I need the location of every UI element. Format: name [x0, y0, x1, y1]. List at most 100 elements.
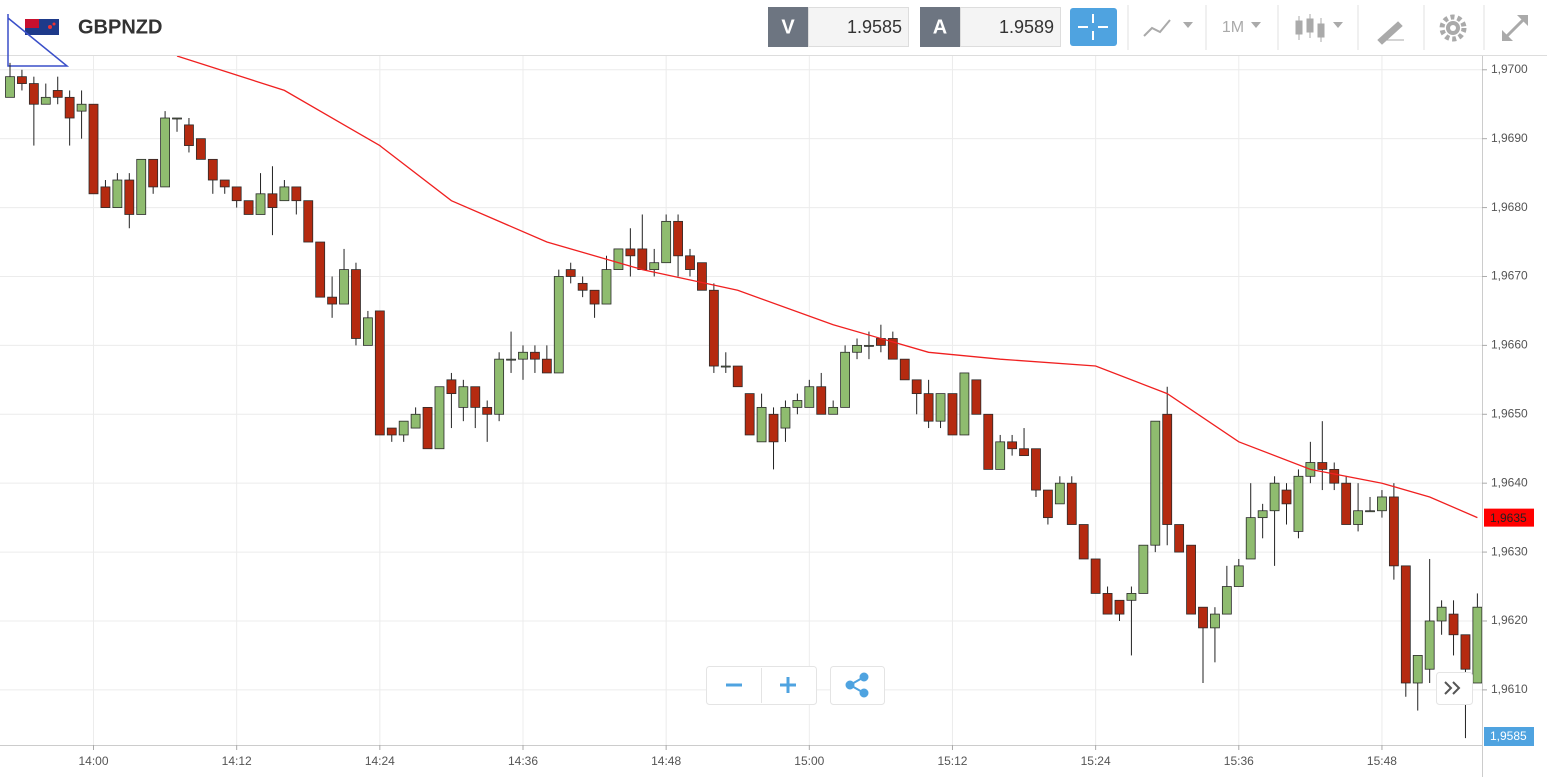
x-tick-label: 14:48	[651, 754, 681, 768]
candle-body	[732, 365, 743, 388]
candle-body	[231, 186, 242, 202]
candle-body	[864, 344, 874, 347]
candle-body	[1412, 655, 1423, 684]
zoom-in[interactable]	[780, 677, 796, 693]
candle-body	[601, 269, 612, 305]
candle-body	[1221, 586, 1232, 615]
candle-body	[1341, 482, 1352, 525]
x-tick-label: 14:12	[222, 754, 252, 768]
candle-body	[780, 406, 791, 429]
plot: 1,9610 1,9620 1,9630 1,9640 1,9650 1,9660 1,96…	[0, 56, 1534, 768]
candle-body	[28, 83, 39, 105]
candle-body	[887, 338, 898, 360]
candle-body	[1448, 613, 1459, 636]
candle-body	[565, 269, 576, 277]
settings-button[interactable]	[1439, 14, 1467, 42]
candle-body	[518, 351, 528, 360]
ask-label: A	[933, 16, 947, 38]
candle-body	[17, 76, 27, 84]
candle-body	[530, 351, 540, 360]
candle-body	[1269, 482, 1280, 512]
y-tick-label: 1,9650	[1491, 406, 1528, 420]
candle-body	[291, 186, 302, 202]
timeframe[interactable]: 1M	[1222, 19, 1244, 36]
x-tick-label: 15:24	[1081, 754, 1111, 768]
y-tick-label: 1,9630	[1491, 544, 1528, 558]
bid-box[interactable]	[768, 7, 808, 47]
candle-body	[828, 406, 839, 415]
candle-body	[112, 179, 123, 208]
crosshair-icon	[1078, 14, 1108, 40]
x-tick-label: 14:00	[78, 754, 108, 768]
y-tick-label: 1,9620	[1491, 613, 1528, 627]
candle-body	[374, 310, 385, 436]
candle-body	[1019, 448, 1029, 457]
candle-body	[398, 420, 409, 436]
candle-body	[625, 248, 636, 257]
y-tick-label: 1,9660	[1491, 338, 1528, 352]
candle-body	[1377, 496, 1387, 512]
candle-body	[1210, 613, 1220, 629]
candle-body	[1198, 606, 1208, 629]
last-price-label: 1,9585	[1490, 729, 1527, 743]
candle-body	[148, 158, 159, 188]
candle-body	[1317, 462, 1328, 470]
candle-body	[673, 220, 683, 257]
x-tick-label: 15:12	[937, 754, 967, 768]
candle-body	[1245, 517, 1256, 560]
ask-box[interactable]	[920, 7, 960, 47]
candle-body	[267, 193, 278, 208]
candle-body	[744, 393, 755, 436]
ma-price-label: 1,9635	[1490, 511, 1527, 525]
candle-body	[172, 117, 182, 120]
crosshair-button[interactable]	[1070, 8, 1117, 46]
candle-body	[935, 393, 946, 422]
candle-body	[1066, 482, 1077, 525]
candle-body	[613, 248, 624, 270]
draw-button[interactable]	[1377, 21, 1404, 45]
candle-body	[40, 96, 51, 105]
candle-body	[1424, 620, 1435, 670]
candle-body	[219, 179, 230, 188]
fullscreen-button[interactable]	[1502, 15, 1528, 41]
candle-body	[1472, 606, 1482, 684]
candle-body	[422, 406, 433, 450]
candle-body	[207, 158, 218, 181]
candle-body	[1257, 510, 1268, 519]
candle-body	[434, 386, 445, 450]
x-tick-label: 15:00	[794, 754, 824, 768]
candle-body	[362, 317, 373, 346]
candle-body	[1126, 593, 1137, 601]
bid-value: 1.9585	[847, 17, 902, 37]
candle-body	[1078, 524, 1089, 560]
candle-body	[1090, 558, 1101, 594]
x-tick-label: 15:48	[1367, 754, 1397, 768]
candle-body	[1102, 593, 1113, 615]
candle-body	[649, 262, 660, 270]
ask-value: 1.9589	[999, 17, 1054, 37]
candle-body	[911, 379, 922, 395]
candle-body	[1365, 510, 1375, 513]
share[interactable]	[845, 672, 869, 698]
candle-body	[1233, 565, 1244, 587]
x-tick-label: 14:36	[508, 754, 538, 768]
candle-body	[720, 365, 731, 368]
candle-body	[195, 138, 206, 160]
candle-body	[100, 186, 111, 208]
chart-type-button[interactable]	[1143, 19, 1193, 37]
candle-body	[1150, 420, 1161, 546]
candle-body	[1329, 468, 1340, 484]
candle-body	[685, 255, 695, 270]
bid-value-box	[808, 7, 909, 47]
candle-body	[1353, 510, 1363, 525]
candle-body	[637, 248, 648, 270]
candle-body	[1007, 441, 1018, 450]
x-tick-label: 15:36	[1224, 754, 1254, 768]
candles-button[interactable]	[1295, 14, 1343, 42]
candle-body	[506, 358, 516, 361]
candle-body	[1054, 482, 1065, 505]
candle-body	[923, 393, 934, 422]
scroll-right[interactable]	[1444, 681, 1461, 695]
candle-body	[852, 344, 862, 353]
candle-body	[160, 117, 170, 188]
